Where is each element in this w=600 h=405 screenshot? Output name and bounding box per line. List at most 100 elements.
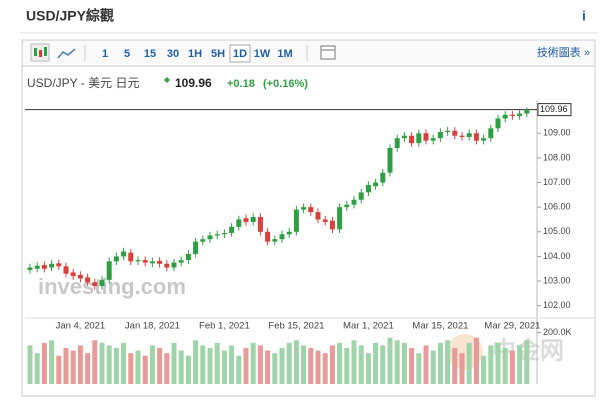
interval-button[interactable]: 1 [102,48,108,60]
volume-bar [70,350,76,384]
y-tick-label: 108.00 [543,152,571,162]
candle-body [257,217,263,232]
volume-bar [171,342,177,384]
volume-bar [409,348,415,384]
volume-bar [121,342,127,384]
y-tick-label: 105.00 [543,226,571,236]
candle-body [106,261,112,280]
candle-body [445,130,451,133]
interval-button[interactable]: 1W [254,48,271,60]
candle-body [488,128,494,139]
volume-bar [279,348,285,384]
volume-bar [56,355,62,384]
info-icon[interactable]: i [582,8,586,24]
interval-group: 1 5 15 30 1H 5H 1D 1W 1M [102,44,293,63]
candle-body [301,207,307,210]
candle-body [27,267,33,270]
candle-body [481,138,487,141]
interval-button[interactable]: 1H [188,48,202,60]
interval-button[interactable]: 5H [211,48,225,60]
interval-button[interactable]: 1D [233,48,247,60]
y-tick-label: 107.00 [543,177,571,187]
candle-body [185,253,191,261]
candle-body [437,132,443,139]
volume-tick-label: 200.0K [543,327,572,337]
x-tick-label: Mar 1, 2021 [343,321,394,332]
interval-button[interactable]: 1M [277,48,292,60]
candle-body [85,277,91,283]
icon-part [34,48,37,56]
price-change-pct: (+0.16%) [263,78,308,90]
volume-bar [229,345,235,384]
volume-bar [185,355,191,384]
candle-body [149,261,155,264]
candle-body [322,219,328,222]
volume-bar [387,337,393,384]
volume-bar [135,350,141,384]
interval-button[interactable]: 5 [124,48,130,60]
last-price: 109.96 [175,76,212,90]
volume-bar [401,342,407,384]
volume-bar [301,345,307,384]
interval-button[interactable]: 30 [167,48,179,60]
candle-body [164,263,170,268]
candle-body [337,207,343,230]
candle-body [49,263,55,268]
candle-icon[interactable] [30,43,50,62]
volume-bar [113,348,119,384]
volume-bar [149,345,155,384]
volume-bar [466,342,472,384]
volume-bar [293,340,299,384]
volume-bar [315,350,321,384]
candle-body [365,184,371,193]
line-icon[interactable] [57,48,76,59]
volume-bar [373,342,379,384]
volume-bar [92,340,98,384]
volume-bar [257,345,263,384]
volume-bar [142,355,148,384]
candle-body [128,252,134,262]
candle-body [329,220,335,230]
volume-bar [380,345,386,384]
candle-body [34,265,40,269]
x-tick-label: Mar 29, 2021 [484,321,540,332]
candle-body [236,219,242,227]
volume-bar [351,340,357,384]
candle-body [380,172,386,183]
volume-bar [517,345,523,384]
volume-bar [250,342,256,384]
volume-bar [221,350,227,384]
candle-body [171,262,177,268]
volume-bar [77,345,83,384]
volume-bar [452,348,458,384]
candle-body [70,272,76,277]
candle-body [113,256,119,262]
candle-body [351,199,357,205]
candle-body [416,133,422,144]
candle-body [401,135,407,139]
technical-link[interactable]: 技術圖表 » [537,45,590,59]
candle-body [459,135,465,137]
candle-body [387,148,393,173]
x-tick-label: Jan 4, 2021 [56,321,106,332]
volume-bar [214,342,220,384]
volume-bar [178,350,184,384]
icon-frame [320,45,336,60]
volume-bar [286,342,292,384]
volume-bar [394,340,400,384]
candle-body [509,114,515,117]
volume-bar [416,353,422,384]
calendar-icon[interactable] [320,45,336,60]
interval-active [229,44,251,63]
volume-bar [272,353,278,384]
candle-body [41,265,47,269]
candle-body [293,209,299,232]
y-tick-label: 104.00 [543,251,571,261]
candle-body [473,133,479,141]
volume-bar [524,340,530,384]
interval-button[interactable]: 15 [144,48,156,60]
icon-part [39,50,42,57]
